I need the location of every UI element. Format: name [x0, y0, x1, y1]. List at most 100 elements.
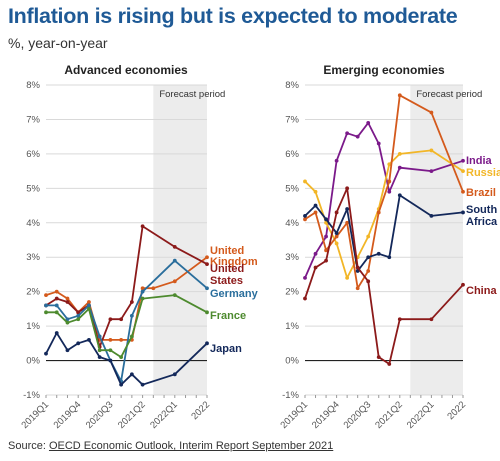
- series-label-south-africa: Africa: [466, 216, 498, 228]
- data-point-india: [303, 275, 307, 280]
- y-tick-label: 5%: [285, 183, 299, 194]
- data-point-south-africa: [429, 213, 434, 218]
- data-point-brazil: [324, 248, 328, 253]
- data-point-china: [387, 362, 392, 366]
- data-point-france: [205, 310, 209, 315]
- series-label-united-kingdom: Kingdom: [210, 256, 258, 268]
- data-point-russia: [429, 148, 434, 153]
- data-point-china: [345, 186, 350, 191]
- data-point-china: [376, 355, 381, 360]
- y-tick-label: 4%: [285, 218, 299, 229]
- series-line-brazil: [304, 94, 464, 290]
- data-point-germany: [172, 258, 177, 263]
- y-tick-label: 3%: [26, 252, 40, 263]
- series-label-russia: Russia: [466, 167, 500, 179]
- data-point-japan: [108, 358, 113, 363]
- data-point-india: [334, 158, 339, 163]
- source-link[interactable]: OECD Economic Outlook, Interim Report Se…: [48, 440, 334, 452]
- data-point-germany: [76, 313, 81, 318]
- data-point-south-africa: [461, 210, 465, 215]
- data-point-brazil: [429, 110, 434, 115]
- series-label-japan: Japan: [210, 343, 242, 355]
- y-tick-label: 3%: [285, 252, 299, 263]
- data-point-united-states: [140, 224, 145, 229]
- data-point-south-africa: [387, 255, 392, 260]
- x-tick-label: 2019Q4: [310, 399, 342, 431]
- data-point-france: [119, 355, 124, 360]
- data-point-united-states: [119, 317, 124, 322]
- data-point-china: [429, 317, 434, 322]
- data-point-south-africa: [324, 217, 328, 222]
- panel-title: Advanced economies: [64, 63, 188, 77]
- data-point-united-kingdom: [108, 337, 113, 342]
- data-point-brazil: [313, 210, 318, 215]
- data-point-germany: [87, 303, 91, 308]
- data-point-germany: [44, 303, 48, 308]
- data-point-germany: [129, 313, 134, 318]
- data-point-japan: [140, 382, 145, 387]
- data-point-france: [44, 310, 48, 315]
- panel-title: Emerging economies: [323, 63, 445, 77]
- data-point-germany: [140, 289, 145, 294]
- data-point-brazil: [366, 269, 371, 273]
- data-point-united-kingdom: [205, 255, 209, 260]
- y-tick-label: 5%: [26, 183, 40, 194]
- data-point-india: [355, 134, 360, 139]
- data-point-russia: [303, 179, 307, 184]
- data-point-india: [313, 251, 318, 256]
- x-tick-label: 2022: [189, 399, 212, 422]
- data-point-united-kingdom: [54, 289, 59, 294]
- data-point-brazil: [397, 93, 402, 98]
- x-tick-label: 2022: [445, 399, 468, 422]
- data-point-brazil: [461, 189, 465, 194]
- data-point-japan: [44, 351, 48, 356]
- series-label-brazil: Brazil: [466, 187, 496, 199]
- series-label-south-africa: South: [466, 204, 497, 216]
- data-point-united-kingdom: [119, 337, 124, 342]
- y-tick-label: 4%: [26, 218, 40, 229]
- data-point-china: [461, 282, 465, 287]
- data-point-germany: [65, 317, 70, 322]
- series-line-france: [46, 294, 208, 358]
- data-point-brazil: [355, 286, 360, 291]
- x-tick-label: 2021Q2: [373, 399, 405, 431]
- series-line-india: [304, 122, 464, 279]
- series-label-united-states: United: [210, 263, 244, 275]
- series-label-india: India: [466, 155, 493, 167]
- y-tick-label: 6%: [26, 149, 40, 160]
- chart-panel-emerging: Emerging economies Forecast period -1% 0% 1%…: [278, 63, 500, 431]
- forecast-shading: [153, 85, 207, 395]
- data-point-india: [429, 169, 434, 174]
- data-point-russia: [397, 151, 402, 156]
- data-point-south-africa: [313, 203, 318, 208]
- data-point-united-kingdom: [151, 286, 156, 291]
- data-point-brazil: [387, 179, 392, 184]
- data-point-france: [76, 317, 81, 322]
- y-tick-label: 1%: [285, 321, 299, 332]
- data-point-united-states: [54, 296, 59, 301]
- data-point-china: [334, 210, 339, 215]
- data-point-brazil: [303, 217, 307, 222]
- data-point-south-africa: [366, 255, 371, 260]
- data-point-united-states: [76, 310, 81, 315]
- data-point-china: [366, 279, 371, 284]
- data-point-france: [129, 334, 134, 339]
- data-point-japan: [65, 348, 70, 353]
- data-point-germany: [205, 286, 209, 291]
- data-point-japan: [54, 331, 59, 335]
- data-point-united-states: [108, 317, 113, 322]
- series-line-south-africa: [304, 194, 464, 272]
- data-point-france: [97, 348, 102, 353]
- x-tick-label: 2019Q1: [19, 399, 51, 431]
- data-point-france: [54, 310, 59, 315]
- data-point-united-kingdom: [44, 293, 48, 298]
- series-line-germany: [46, 259, 208, 383]
- series-line-japan: [45, 332, 208, 386]
- data-point-india: [376, 141, 381, 146]
- y-tick-label: 2%: [285, 287, 299, 298]
- forecast-label: Forecast period: [159, 89, 225, 100]
- data-point-south-africa: [397, 193, 402, 198]
- data-point-united-states: [129, 300, 134, 304]
- x-tick-label: 2020Q3: [84, 399, 116, 431]
- data-point-france: [172, 293, 177, 298]
